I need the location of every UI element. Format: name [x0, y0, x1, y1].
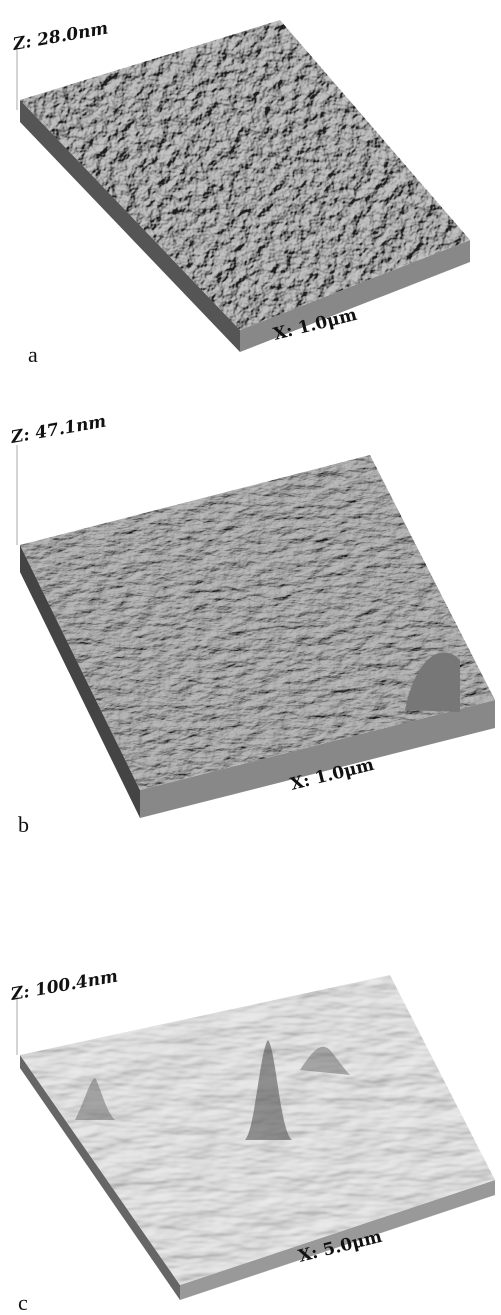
z-label: Z: 100.4nm: [8, 966, 119, 1005]
z-label: Z: 28.0nm: [10, 18, 109, 55]
panel-letter: a: [28, 342, 38, 367]
figure: Z: 28.0nm X: 1.0μm a Z: 47.1nm X: 1.0μm …: [0, 0, 501, 1315]
panel-c: Z: 100.4nm X: 5.0μm c: [0, 966, 501, 1315]
surface: [0, 0, 501, 360]
panel-b: Z: 47.1nm X: 1.0μm b: [0, 411, 501, 837]
panel-a: Z: 28.0nm X: 1.0μm a: [0, 0, 501, 367]
panel-letter: c: [18, 1290, 28, 1315]
z-label: Z: 47.1nm: [8, 411, 107, 448]
panel-letter: b: [18, 812, 29, 837]
surface: [0, 440, 501, 800]
